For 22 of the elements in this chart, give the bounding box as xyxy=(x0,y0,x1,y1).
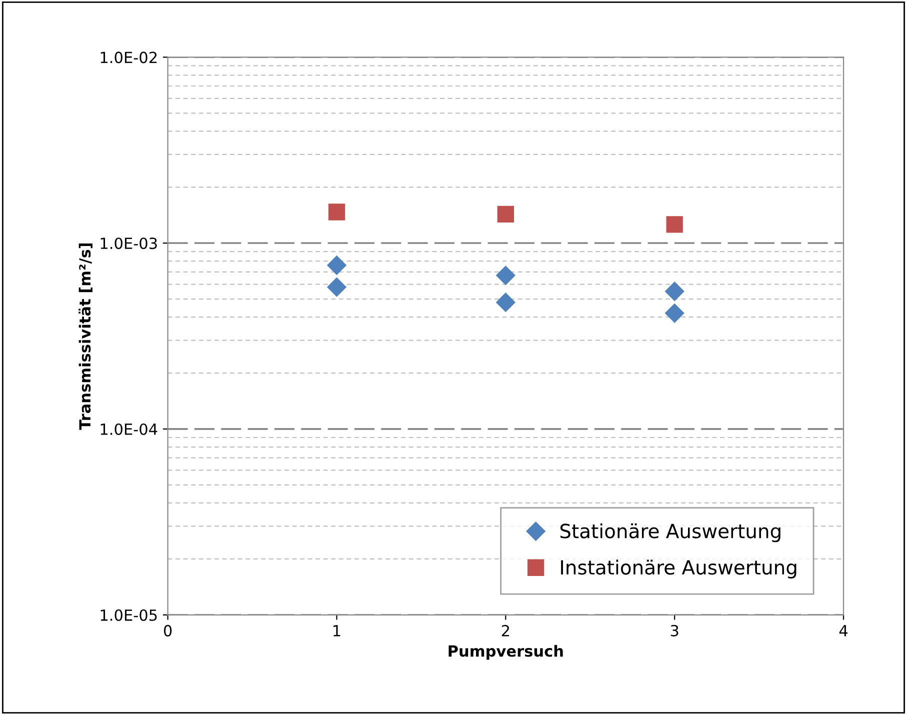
y-axis-title: Transmissivität [m²/s] xyxy=(78,243,92,430)
y-tick-label: 1.0E-04 xyxy=(100,423,158,436)
point xyxy=(327,278,346,297)
y-tick-label: 1.0E-02 xyxy=(100,52,157,64)
x-tick-label: 3 xyxy=(670,624,678,636)
point xyxy=(327,256,346,275)
legend-label: Stationäre Auswertung xyxy=(560,523,780,542)
x-tick-label: 2 xyxy=(502,624,509,636)
x-tick-label: 1 xyxy=(334,625,340,636)
y-tick-label: 1.0E-03 xyxy=(100,238,157,250)
x-tick-label: 4 xyxy=(839,625,848,636)
point xyxy=(496,266,516,285)
x-axis-title: Pumpversuch xyxy=(448,644,563,660)
legend-label: Instationäre Auswertung xyxy=(561,560,796,578)
y-tick-label: 1.0E-05 xyxy=(100,609,157,621)
point xyxy=(496,292,516,312)
point xyxy=(497,206,514,223)
point xyxy=(665,304,684,323)
point xyxy=(328,204,346,220)
x-tick-label: 0 xyxy=(164,624,172,636)
point xyxy=(666,216,683,233)
point xyxy=(665,282,684,301)
